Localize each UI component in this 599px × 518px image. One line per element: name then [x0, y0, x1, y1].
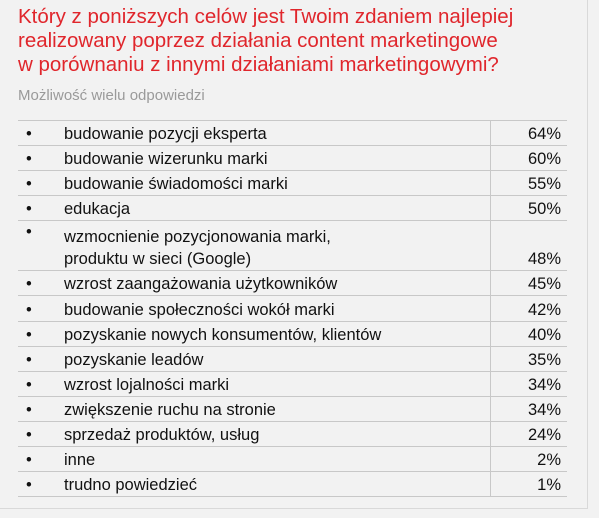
answer-row: • budowanie wizerunku marki 60% [18, 145, 567, 172]
answer-label: edukacja [62, 195, 491, 222]
answer-value: 34% [490, 396, 567, 422]
answer-row: • edukacja 50% [18, 195, 567, 222]
bullet: • [18, 396, 62, 422]
answer-label: budowanie pozycji eksperta [62, 119, 491, 147]
answer-row: • sprzedaż produktów, usług 24% [18, 421, 567, 448]
question-line-2: realizowany poprzez działania content ma… [18, 29, 498, 52]
answer-label: wzrost zaangażowania użytkowników [62, 270, 491, 297]
bullet: • [18, 270, 62, 297]
answer-row: • wzrost zaangażowania użytkowników 45% [18, 270, 567, 297]
answer-label: budowanie wizerunku marki [62, 145, 491, 172]
bullet: • [18, 220, 62, 272]
question-line-3: w porównaniu z innymi działaniami market… [18, 53, 499, 76]
answer-value: 35% [490, 346, 567, 372]
answer-label: zwiększenie ruchu na stronie [62, 396, 491, 422]
bullet: • [18, 145, 62, 172]
answer-label-line-1: wzmocnienie pozycjonowania marki, [64, 228, 331, 247]
answer-row: • wzmocnienie pozycjonowania marki, prod… [18, 220, 567, 272]
answer-label: budowanie społeczności wokół marki [62, 295, 491, 322]
bullet: • [18, 195, 62, 222]
answer-row: • zwiększenie ruchu na stronie 34% [18, 396, 567, 422]
bullet: • [18, 119, 62, 147]
bullet: • [18, 446, 62, 473]
answer-value: 2% [490, 446, 567, 473]
question-line-1: Który z poniższych celów jest Twoim zdan… [18, 5, 514, 28]
answer-label: pozyskanie leadów [62, 346, 491, 372]
survey-panel: Który z poniższych celów jest Twoim zdan… [0, 0, 588, 509]
answer-value: 34% [490, 371, 567, 397]
bullet: • [18, 170, 62, 197]
answer-label: wzrost lojalności marki [62, 371, 491, 397]
answer-note: Możliwość wielu odpowiedzi [18, 87, 205, 104]
answer-label: sprzedaż produktów, usług [62, 421, 491, 448]
answer-row: • budowanie świadomości marki 55% [18, 170, 567, 197]
answer-value: 40% [490, 321, 567, 347]
answer-label-line-2: produktu w sieci (Google) [64, 250, 252, 269]
answer-row: • budowanie pozycji eksperta 64% [18, 119, 567, 147]
answer-row: • wzrost lojalności marki 34% [18, 371, 567, 397]
answer-value: 1% [490, 471, 567, 498]
answer-label: trudno powiedzieć [62, 471, 491, 498]
answer-row: • pozyskanie nowych konsumentów, klientó… [18, 321, 567, 347]
answer-label: budowanie świadomości marki [62, 170, 491, 197]
answer-row: • trudno powiedzieć 1% [18, 471, 567, 498]
answer-value: 24% [490, 421, 567, 448]
answer-value: 48% [490, 220, 567, 272]
answer-value: 50% [490, 195, 567, 222]
answer-label: pozyskanie nowych konsumentów, klientów [62, 321, 491, 347]
question-title: Który z poniższych celów jest Twoim zdan… [18, 5, 578, 77]
answer-row: • inne 2% [18, 446, 567, 473]
answer-value: 45% [490, 270, 567, 297]
answer-value: 55% [490, 170, 567, 197]
answer-value: 60% [490, 145, 567, 172]
answers-table: • budowanie pozycji eksperta 64% • budow… [18, 119, 567, 498]
bullet: • [18, 346, 62, 372]
answer-label: inne [62, 446, 491, 473]
bullet: • [18, 321, 62, 347]
bullet: • [18, 471, 62, 498]
answer-value: 64% [490, 119, 567, 147]
bullet: • [18, 371, 62, 397]
answer-value: 42% [490, 295, 567, 322]
answer-label: wzmocnienie pozycjonowania marki, produk… [62, 220, 491, 272]
bullet: • [18, 295, 62, 322]
answer-row: • pozyskanie leadów 35% [18, 346, 567, 372]
bullet: • [18, 421, 62, 448]
answer-row: • budowanie społeczności wokół marki 42% [18, 295, 567, 322]
